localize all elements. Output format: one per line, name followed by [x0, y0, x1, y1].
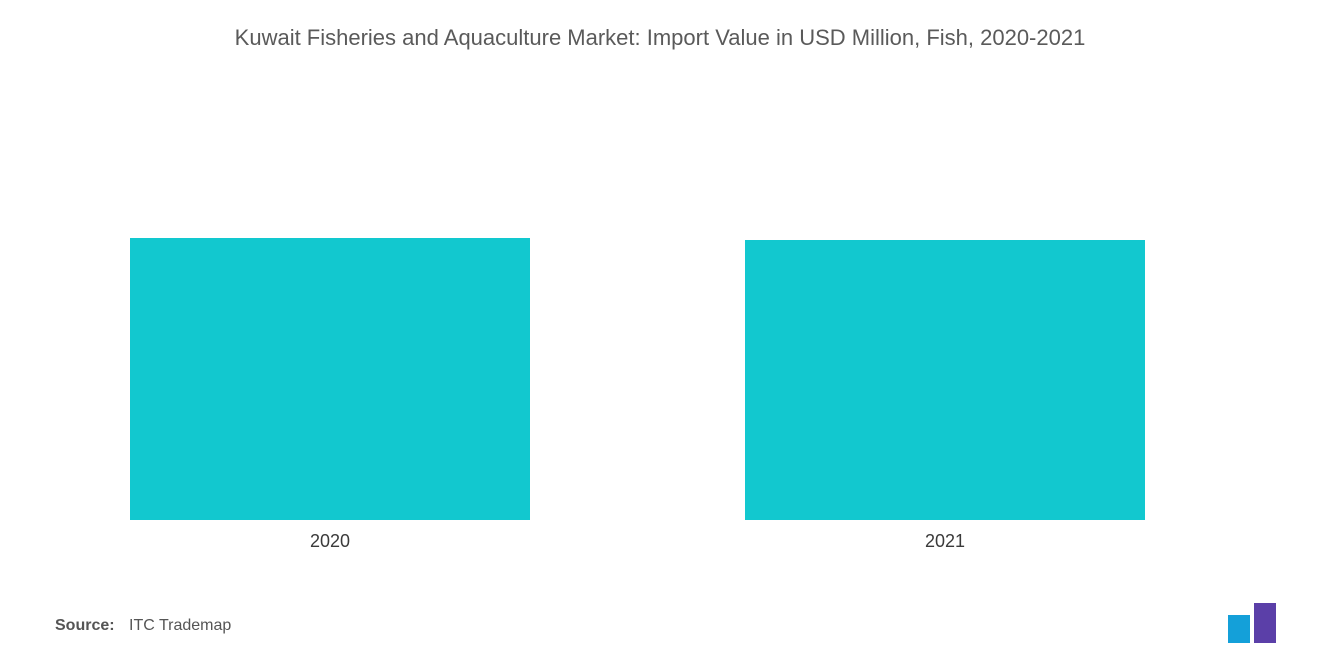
chart-container: Kuwait Fisheries and Aquaculture Market:… [0, 0, 1320, 665]
bar-2020 [130, 238, 530, 520]
chart-title: Kuwait Fisheries and Aquaculture Market:… [0, 0, 1320, 61]
source-line: Source: ITC Trademap [55, 617, 231, 635]
logo-bar-1 [1228, 615, 1250, 643]
brand-logo-icon [1226, 603, 1280, 643]
source-text: ITC Trademap [129, 617, 231, 634]
x-axis-label: 2021 [745, 531, 1145, 552]
logo-bar-2 [1254, 603, 1276, 643]
bar-2021 [745, 240, 1145, 520]
source-label: Source: [55, 617, 115, 634]
chart-plot-area: 238.97K 2020 237.26K 2021 [0, 95, 1320, 520]
x-axis-label: 2020 [130, 531, 530, 552]
